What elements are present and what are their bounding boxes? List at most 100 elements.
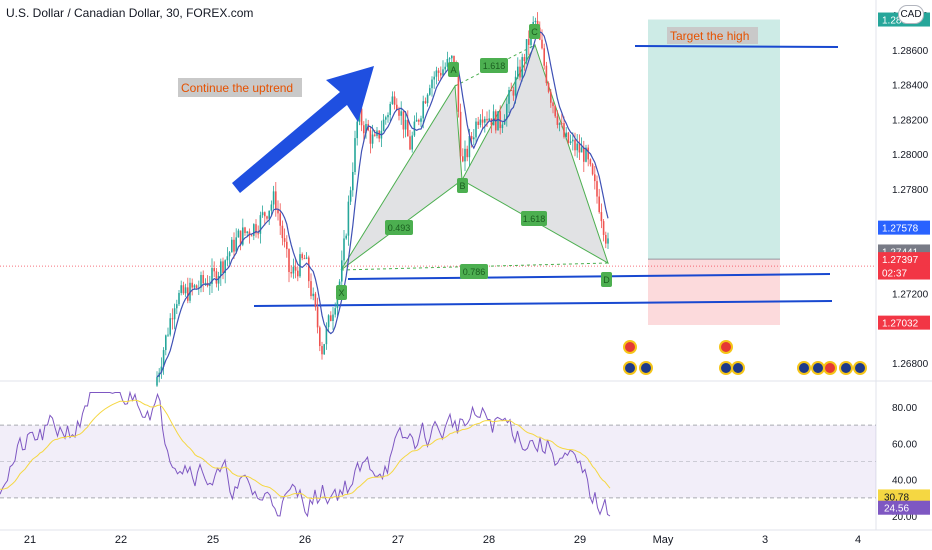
candle-body <box>191 282 193 288</box>
support-lines <box>253 45 839 307</box>
event-flag-icon <box>731 361 745 375</box>
candle-body <box>517 66 519 77</box>
event-flag-icon <box>623 340 637 354</box>
candle-body <box>404 119 407 130</box>
candle-body <box>556 116 559 125</box>
candle-body <box>371 134 374 144</box>
time-tick-label: 28 <box>483 534 495 546</box>
candle-body <box>217 275 220 284</box>
candle-body <box>294 266 297 271</box>
candle-body <box>389 103 391 115</box>
annotation-continue-text: Continue the uptrend <box>181 81 293 95</box>
economic-events <box>623 340 867 375</box>
candle-body <box>429 88 431 95</box>
candle-body <box>259 215 262 234</box>
event-flag-icon <box>853 361 867 375</box>
candle-body <box>512 90 515 96</box>
candle-body <box>160 366 163 373</box>
candle-body <box>222 261 224 273</box>
rsi-band <box>0 425 876 498</box>
time-tick-label: 27 <box>392 534 404 546</box>
event-flag-inner <box>813 363 823 373</box>
candle-body <box>563 123 565 138</box>
candle-body <box>508 90 510 104</box>
candle-body <box>303 258 306 260</box>
price-tick-label: 1.27200 <box>892 289 929 300</box>
currency-button[interactable]: CAD <box>898 5 924 24</box>
candle-body <box>169 318 171 335</box>
candle-body <box>193 285 196 288</box>
event-flag-icon <box>797 361 811 375</box>
candle-body <box>343 238 345 261</box>
rsi-badge: 30.78 <box>878 489 930 504</box>
annotation-target-text: Target the high <box>670 29 749 43</box>
label-b-text: B <box>459 181 465 191</box>
price-tick-label: 1.27800 <box>892 185 929 196</box>
label-c: C <box>529 24 540 39</box>
annotation-target: Target the high <box>667 27 758 44</box>
uptrend-arrow-shape <box>232 66 374 193</box>
time-tick-label: 22 <box>115 534 127 546</box>
candle-body <box>275 191 277 210</box>
support-line-upper <box>347 273 831 280</box>
candle-body <box>209 283 211 287</box>
label-ratio-bd-text: 1.618 <box>523 214 546 224</box>
candle-body <box>479 119 482 125</box>
candle-body <box>363 125 365 134</box>
candle-body <box>554 106 556 117</box>
event-flag-inner <box>841 363 851 373</box>
candle-body <box>475 121 477 138</box>
candle-body <box>220 261 222 276</box>
candle-body <box>468 136 471 158</box>
candle-body <box>369 130 372 144</box>
candle-body <box>266 216 268 219</box>
event-flag-icon <box>719 340 733 354</box>
candle-body <box>587 147 589 160</box>
label-ratio-xb: 0.493 <box>385 220 413 235</box>
candle-body <box>550 91 552 103</box>
event-flag-inner <box>733 363 743 373</box>
candle-body <box>415 119 418 122</box>
candle-body <box>323 344 325 355</box>
candle-body <box>589 159 592 165</box>
candle-body <box>330 315 332 322</box>
candle-body <box>167 334 169 336</box>
price-badge: 02:37 <box>878 265 930 280</box>
rsi-badge: 24.56 <box>878 500 930 515</box>
candle-body <box>396 104 398 110</box>
candle-body <box>435 70 438 77</box>
candle-body <box>270 204 273 211</box>
label-x-text: X <box>338 288 344 298</box>
event-flag-icon <box>839 361 853 375</box>
candle-body <box>426 94 429 104</box>
stop-zone <box>648 259 780 325</box>
price-badge-text: 02:37 <box>882 269 907 280</box>
candle-body <box>484 118 486 123</box>
candle-body <box>215 271 218 284</box>
candle-body <box>288 249 290 273</box>
candle-body <box>519 66 521 78</box>
candle-body <box>268 210 270 219</box>
label-d-box <box>601 272 612 287</box>
rsi-line <box>0 390 611 518</box>
candle-body <box>248 231 251 236</box>
candle-body <box>202 275 204 284</box>
moving-average <box>156 31 609 378</box>
event-flag-icon <box>623 361 637 375</box>
candle-body <box>226 256 229 261</box>
candle-body <box>431 79 433 89</box>
candle-body <box>261 212 264 216</box>
rsi-tick-label: 80.00 <box>892 403 917 414</box>
price-tick-label: 1.28600 <box>892 46 929 57</box>
candle-body <box>277 209 279 214</box>
candle-body <box>319 327 321 347</box>
label-ratio-bd-box <box>521 211 547 226</box>
candle-body <box>246 231 248 233</box>
candle-body <box>250 235 253 237</box>
candle-body <box>391 96 394 104</box>
candle-body <box>165 335 167 351</box>
candle-body <box>572 139 574 142</box>
candle-body <box>473 137 475 140</box>
label-a-text: A <box>450 65 456 75</box>
